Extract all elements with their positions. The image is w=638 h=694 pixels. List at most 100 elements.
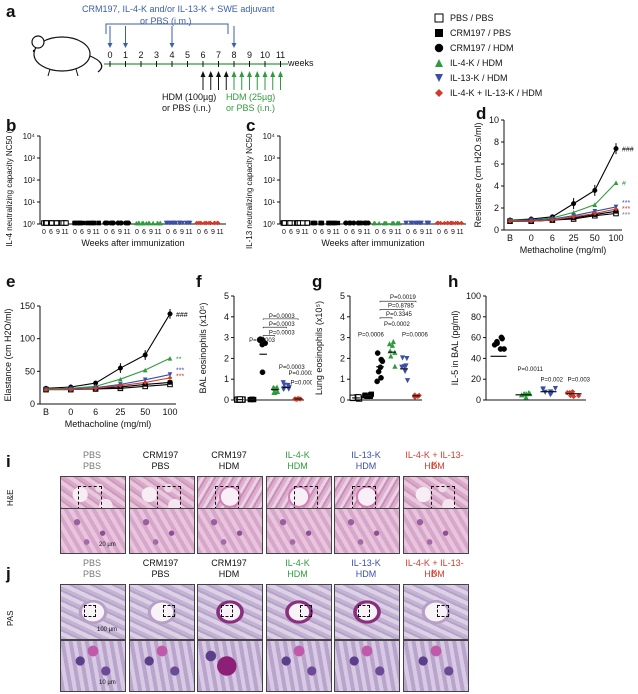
y-tick-label: 8	[494, 137, 499, 147]
data-point	[418, 220, 423, 226]
data-point	[382, 220, 387, 226]
p-value: P=0.0006	[402, 333, 429, 339]
zoom-region-box	[430, 486, 455, 510]
y-tick-label: 0	[30, 399, 35, 409]
data-point	[547, 392, 553, 398]
y-axis-label: Lung eosinophils (x10⁵)	[314, 301, 324, 395]
challenge-arrowhead	[270, 71, 276, 77]
x-tick-label: 9	[296, 229, 300, 236]
data-point	[374, 378, 380, 385]
data-point	[402, 368, 408, 375]
x-tick-label: 11	[216, 229, 223, 236]
data-point	[142, 367, 148, 373]
x-tick-label: 11	[123, 229, 130, 236]
vaccination-arrowhead	[231, 43, 237, 48]
data-point	[180, 220, 185, 226]
x-tick-label: 11	[301, 229, 308, 236]
y-tick-label: 2	[494, 203, 499, 213]
p-value: P=0.0003	[289, 371, 313, 377]
hdm25-line1: HDM (25µg)	[226, 92, 276, 102]
data-point	[262, 340, 269, 347]
p-value: P=0.0003	[291, 380, 313, 386]
x-tick-label: 25	[569, 233, 579, 243]
data-point	[271, 389, 277, 395]
challenge-arrowhead	[223, 71, 229, 77]
significance-mark: ***	[622, 212, 630, 219]
pas-zoom-image: 10 µm	[60, 640, 126, 692]
data-point	[287, 220, 293, 226]
challenge-arrowhead	[208, 71, 214, 77]
data-point	[388, 353, 394, 359]
data-point	[208, 220, 213, 226]
timeline-tick-label: 3	[154, 50, 159, 60]
significance-mark: ***	[176, 374, 184, 381]
y-axis-label: IL-4 neutralizing capacity NC50 (dil⁻¹)	[5, 130, 14, 247]
he-column-header-bottom: PBS	[82, 461, 101, 471]
data-point	[386, 341, 393, 347]
zoom-region-box	[162, 605, 175, 617]
x-tick-label: 6	[351, 229, 355, 236]
chart-h: 0 20 40 60 80 100 IL-5 in BAL (pg/ml) P=0.0011 P…	[450, 291, 591, 405]
he-zoom-image	[265, 508, 332, 554]
x-tick-label: 11	[456, 229, 463, 236]
pas-column-header-bottom: PBS	[151, 569, 170, 579]
data-point	[140, 220, 146, 226]
data-point	[124, 220, 130, 226]
panel-label-g: g	[312, 272, 323, 291]
panel-label-c: c	[246, 116, 256, 135]
y-tick-label: 5	[340, 291, 345, 301]
p-value: P=0.003	[568, 377, 591, 383]
x-tick-label: 11	[92, 229, 99, 236]
x-tick-label: 0	[42, 229, 46, 236]
legend-marker-shape	[435, 73, 443, 82]
vaccination-arrowhead	[107, 43, 113, 48]
data-point	[445, 220, 451, 226]
y-tick-label: 0	[494, 225, 499, 235]
data-point	[413, 220, 418, 226]
x-tick-label: B	[507, 233, 513, 243]
x-tick-label: 11	[154, 229, 161, 236]
zoom-region-box	[156, 486, 181, 510]
data-point	[147, 220, 152, 226]
timeline-tick-label: 8	[231, 50, 236, 60]
data-point	[613, 146, 619, 152]
legend-marker	[435, 88, 443, 97]
he-zoom-image	[402, 508, 469, 554]
x-tick-label: 0	[104, 229, 108, 236]
data-point	[499, 335, 505, 342]
timeline-tick-label: 2	[138, 50, 143, 60]
data-point	[118, 376, 123, 382]
y-tick-label: 1	[224, 374, 229, 384]
pas-column-header-top: CRM197	[142, 558, 179, 568]
panel-label-j: j	[6, 564, 11, 583]
series-line	[509, 206, 617, 222]
y-tick-label: 10²	[23, 176, 35, 185]
challenge-arrowhead	[247, 71, 252, 77]
p-value: P=0.0002	[384, 322, 411, 328]
y-tick-label: 150	[20, 301, 35, 311]
data-point	[142, 352, 148, 358]
pas-column-header-bottom: HDM	[424, 569, 445, 579]
x-tick-label: 0	[166, 229, 170, 236]
x-tick-label: 50	[140, 407, 150, 417]
y-tick-label: 10⁰	[263, 220, 275, 229]
x-tick-label: 9	[56, 229, 60, 236]
data-point	[403, 220, 408, 226]
data-point	[77, 220, 83, 226]
data-point	[110, 220, 116, 226]
chart-g: 0 1 2 3 4 5 Lung eosinophils (x10⁵) P=0.0019 P=0…	[314, 291, 429, 405]
x-tick-label: 0	[135, 229, 139, 236]
data-point	[523, 394, 529, 400]
data-point	[343, 220, 349, 226]
pas-zoom-image	[265, 640, 332, 692]
data-point	[43, 220, 50, 226]
p-value: P=0.8785	[388, 303, 415, 309]
significance-mark: **	[176, 356, 182, 363]
data-point	[215, 220, 220, 226]
scale-bar-label: 20 µm	[99, 542, 116, 548]
p-bracket	[262, 318, 299, 320]
panel-label-i: i	[6, 452, 11, 471]
he-column-header-bottom: HDM	[355, 461, 377, 471]
data-point	[404, 378, 411, 384]
